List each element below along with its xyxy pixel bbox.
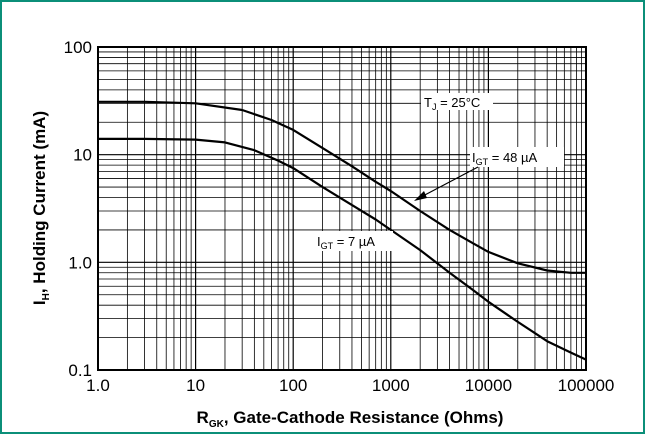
svg-text:IGT = 48 µA: IGT = 48 µA (472, 150, 538, 167)
y-axis-title: IH, Holding Current (mA) (30, 111, 52, 305)
annotation-tj: TJ = 25°C (421, 93, 493, 112)
x-tick-label: 10 (186, 376, 205, 395)
y-tick-label: 10 (73, 146, 92, 165)
svg-text:TJ = 25°C: TJ = 25°C (424, 95, 480, 112)
annotation-igt7: IGT = 7 µA (315, 231, 393, 251)
x-tick-label: 100 (279, 376, 307, 395)
series-line-1 (98, 100, 586, 274)
x-axis-title: RGK, Gate-Cathode Resistance (Ohms) (197, 408, 504, 430)
x-tick-label: 1.0 (86, 376, 110, 395)
plot-border (97, 46, 587, 371)
x-tick-label: 10000 (465, 376, 512, 395)
grid (97, 47, 586, 371)
y-tick-label: 1.0 (68, 253, 92, 272)
annotation-igt48: IGT = 48 µA (470, 147, 564, 167)
series-lines (98, 100, 587, 361)
x-tick-label: 100000 (558, 376, 615, 395)
series-line-2 (98, 137, 587, 361)
y-tick-label: 100 (64, 38, 92, 57)
svg-text:IGT = 7 µA: IGT = 7 µA (317, 234, 375, 251)
x-tick-label: 1000 (372, 376, 410, 395)
annotation-arrow (414, 166, 479, 201)
y-tick-label: 0.1 (68, 361, 92, 380)
